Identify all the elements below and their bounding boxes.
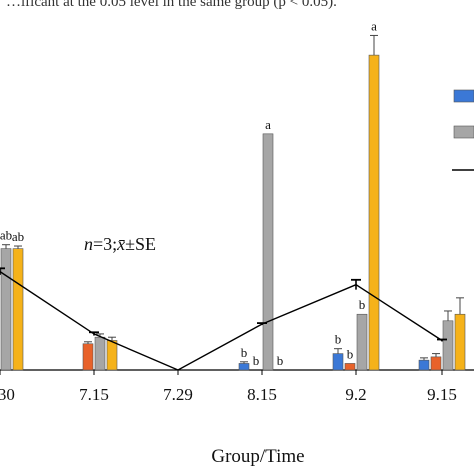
x-tick-label-7.29: 7.29 — [163, 385, 193, 404]
caption-fragment: …ificant at the 0.05 level in the same g… — [6, 0, 337, 10]
bar-9.15-s1 — [430, 356, 442, 371]
bar-7.15-s2 — [94, 336, 106, 371]
bar-8.15-s2 — [262, 133, 274, 371]
sig-letter-8.15-s1: b — [253, 353, 260, 368]
sig-letter-9.2-s1: b — [347, 346, 354, 361]
x-tick-label-8.15: 8.15 — [247, 385, 277, 404]
bar-9.15-s3 — [454, 313, 466, 371]
bar-9.15-s2 — [442, 320, 454, 371]
sig-letter-8.15-s2: a — [265, 117, 271, 132]
bar-6.30-s3 — [12, 248, 24, 371]
x-tick-label-9.2: 9.2 — [345, 385, 366, 404]
bar-9.2-s3 — [368, 54, 380, 371]
x-tick-label-7.15: 7.15 — [79, 385, 109, 404]
legend-swatch-s2 — [453, 125, 474, 139]
sig-letter-8.15-s3: b — [277, 353, 284, 368]
stats-annotation: n=3;x̄±SE — [84, 234, 156, 254]
sig-letter-6.30-s2: ab — [0, 228, 12, 243]
line-series — [0, 271, 443, 371]
x-tick-label-6.30: 6.30 — [0, 385, 15, 404]
sig-letter-6.30-s3: ab — [12, 229, 24, 244]
sig-letter-9.2-s2: b — [359, 297, 366, 312]
bar-9.2-s0 — [332, 353, 344, 371]
sig-letter-8.15-s0: b — [241, 345, 248, 360]
sig-letter-9.2-s0: b — [335, 332, 342, 347]
legend — [452, 89, 474, 171]
legend-swatch-s0 — [453, 89, 474, 103]
bar-7.15-s1 — [82, 343, 94, 371]
bar-9.2-s1 — [344, 363, 356, 371]
bar-9.2-s2 — [356, 313, 368, 371]
bar-9.15-s0 — [418, 359, 430, 371]
x-axis-title: Group/Time — [211, 446, 304, 467]
bar-8.15-s0 — [238, 363, 250, 371]
sig-letter-9.2-s3: a — [371, 18, 377, 33]
x-tick-label-9.15: 9.15 — [427, 385, 457, 404]
bar-7.15-s3 — [106, 340, 118, 371]
bar-6.30-s2 — [0, 248, 12, 371]
